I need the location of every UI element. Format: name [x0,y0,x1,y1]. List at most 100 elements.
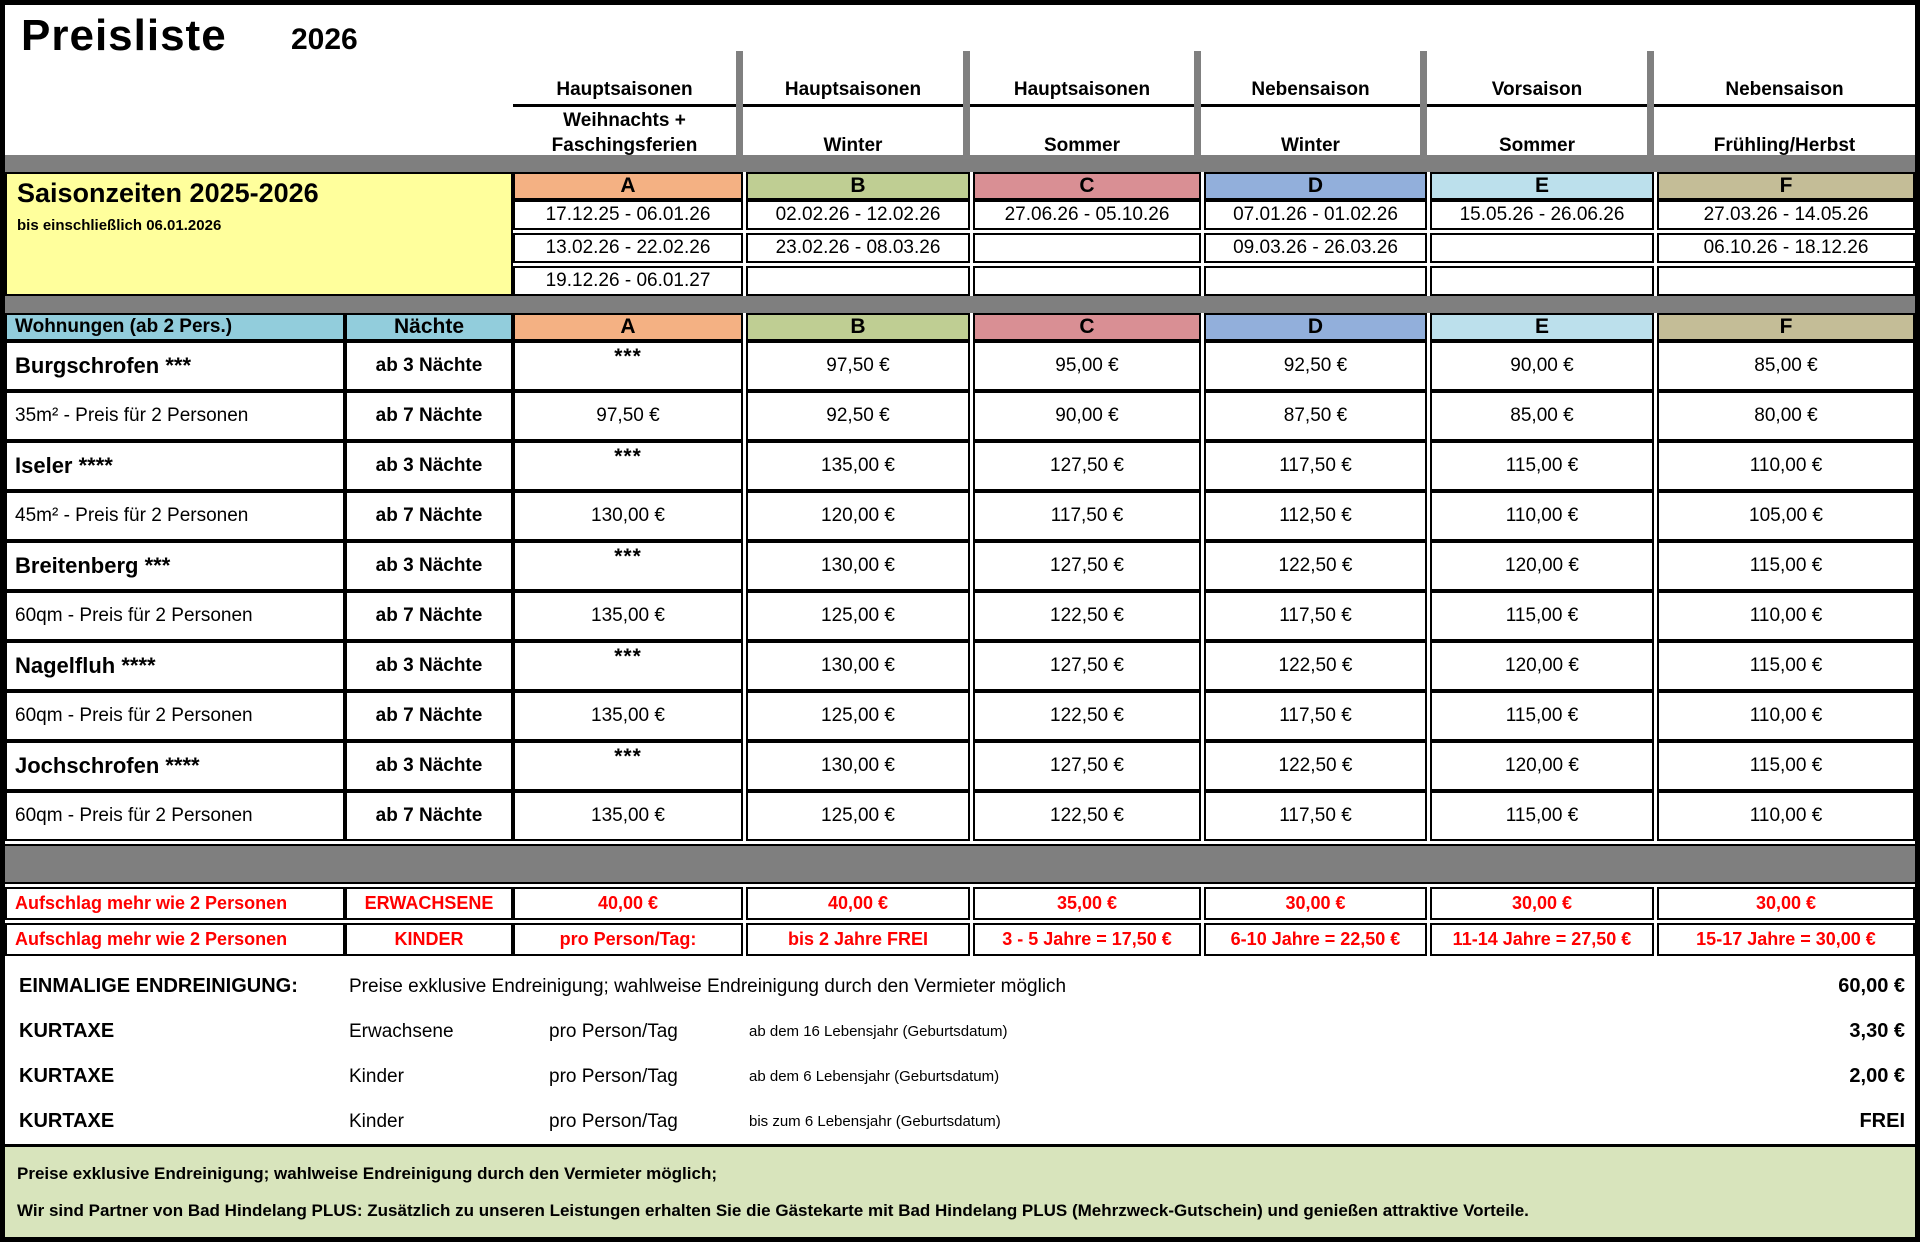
apartment-label: Nagelfluh **** [5,641,345,691]
price-cell: *** [513,541,743,591]
gray-divider-bar [5,155,1915,172]
apartment-label: Burgschrofen *** [5,341,345,391]
column-letter-a: A [513,313,743,341]
season-sub-line [970,107,1194,132]
table-row: 35m² - Preis für 2 Personen ab 7 Nächte … [5,391,1915,441]
price-cell: 130,00 € [513,491,743,541]
date-range-cell: 02.02.26 - 12.02.26 [746,200,970,230]
header: Preisliste 2026 Hauptsaisonen Weihnachts… [5,5,1915,159]
season-group-e: Vorsaison Sommer [1427,51,1654,159]
apartment-size-label: 60qm - Preis für 2 Personen [5,691,345,741]
fee-row-kurtaxe-adults: KURTAXE Erwachsene pro Person/Tag ab dem… [5,1009,1915,1054]
nights-cell: ab 7 Nächte [345,591,513,641]
fee-label: KURTAXE [19,1020,115,1042]
price-cell: 90,00 € [1430,341,1654,391]
date-range-cell [1204,266,1427,296]
nights-cell: ab 7 Nächte [345,791,513,841]
nights-cell: ab 3 Nächte [345,541,513,591]
price-cell: 120,00 € [1430,541,1654,591]
table-row: 60qm - Preis für 2 Personen ab 7 Nächte … [5,791,1915,841]
date-range-cell: 27.03.26 - 14.05.26 [1657,200,1915,230]
price-cell: 127,50 € [973,641,1201,691]
price-cell: 117,50 € [1204,791,1427,841]
price-cell: 130,00 € [746,741,970,791]
season-group-headers: Hauptsaisonen Weihnachts + Faschingsferi… [513,51,1915,159]
table-row: 60qm - Preis für 2 Personen ab 7 Nächte … [5,591,1915,641]
surcharge-value: 15-17 Jahre = 30,00 € [1657,923,1915,956]
season-group-a: Hauptsaisonen Weihnachts + Faschingsferi… [513,51,743,159]
price-cell: 120,00 € [1430,741,1654,791]
price-cell: 90,00 € [973,391,1201,441]
fee-value: 3,30 € [1849,1020,1905,1042]
footer-notes: Preise exklusive Endreinigung; wahlweise… [5,1144,1915,1237]
apartment-size-label: 60qm - Preis für 2 Personen [5,591,345,641]
price-cell: 115,00 € [1430,791,1654,841]
fee-who: Kinder [349,1065,404,1087]
season-sub-label: Sommer [1498,134,1576,156]
price-cell: 80,00 € [1657,391,1915,441]
apartment-size-label: 35m² - Preis für 2 Personen [5,391,345,441]
price-cell: *** [513,441,743,491]
fee-value: FREI [1859,1110,1905,1132]
surcharge-value: 30,00 € [1430,887,1654,920]
price-cell: 120,00 € [746,491,970,541]
price-cell: *** [513,741,743,791]
price-cell: 122,50 € [1204,541,1427,591]
season-letter-b: B [746,172,970,200]
season-sub-label: Faschingsferien [551,134,698,156]
price-cell: *** [513,341,743,391]
season-sub-line [1201,107,1420,132]
table-row: Burgschrofen *** ab 3 Nächte *** 97,50 €… [5,341,1915,391]
price-cell: 115,00 € [1657,741,1915,791]
fee-note: bis zum 6 Lebensjahr (Geburtsdatum) [749,1113,1001,1130]
fee-unit: pro Person/Tag [549,1065,678,1087]
price-cell: 87,50 € [1204,391,1427,441]
nights-cell: ab 7 Nächte [345,691,513,741]
price-cell: 110,00 € [1657,441,1915,491]
date-range-cell [973,233,1201,263]
column-letter-f: F [1657,313,1915,341]
season-sub-line [1654,107,1915,132]
season-letter-f: F [1657,172,1915,200]
date-range-cell: 17.12.25 - 06.01.26 [513,200,743,230]
surcharge-row-children: Aufschlag mehr wie 2 Personen KINDER pro… [5,923,1915,956]
fee-label: KURTAXE [19,1065,115,1087]
price-cell: 95,00 € [973,341,1201,391]
price-cell: 117,50 € [973,491,1201,541]
surcharge-value: 30,00 € [1657,887,1915,920]
season-group-c: Hauptsaisonen Sommer [970,51,1201,159]
saisonzeiten-subtitle: bis einschließlich 06.01.2026 [17,217,222,234]
fee-value: 60,00 € [1838,975,1905,997]
table-row: 45m² - Preis für 2 Personen ab 7 Nächte … [5,491,1915,541]
fee-value: 2,00 € [1849,1065,1905,1087]
price-cell: 117,50 € [1204,441,1427,491]
price-cell: 92,50 € [746,391,970,441]
season-letter-a: A [513,172,743,200]
price-cell: 135,00 € [513,691,743,741]
season-sub-label: Sommer [1043,134,1121,156]
surcharge-value: 11-14 Jahre = 27,50 € [1430,923,1654,956]
apartment-size-label: 60qm - Preis für 2 Personen [5,791,345,841]
date-range-cell: 06.10.26 - 18.12.26 [1657,233,1915,263]
gray-separator-band [5,844,1915,884]
price-cell: 130,00 € [746,541,970,591]
date-range-cell: 27.06.26 - 05.10.26 [973,200,1201,230]
season-letter-c: C [973,172,1201,200]
surcharge-value: 3 - 5 Jahre = 17,50 € [973,923,1201,956]
column-letter-b: B [746,313,970,341]
season-date-row: 13.02.26 - 22.02.26 23.02.26 - 08.03.26 … [513,233,1915,263]
surcharge-value: bis 2 Jahre FREI [746,923,970,956]
price-cell: 117,50 € [1204,691,1427,741]
price-cell: 115,00 € [1657,641,1915,691]
fee-note: ab dem 16 Lebensjahr (Geburtsdatum) [749,1023,1008,1040]
date-range-cell: 09.03.26 - 26.03.26 [1204,233,1427,263]
season-group-d: Nebensaison Winter [1201,51,1427,159]
price-cell: 112,50 € [1204,491,1427,541]
surcharge-label: Aufschlag mehr wie 2 Personen [5,923,345,956]
season-category: Hauptsaisonen [970,51,1194,107]
season-category: Nebensaison [1654,51,1915,107]
page-title: Preisliste [21,11,227,60]
season-category: Vorsaison [1427,51,1647,107]
price-cell: 135,00 € [513,591,743,641]
